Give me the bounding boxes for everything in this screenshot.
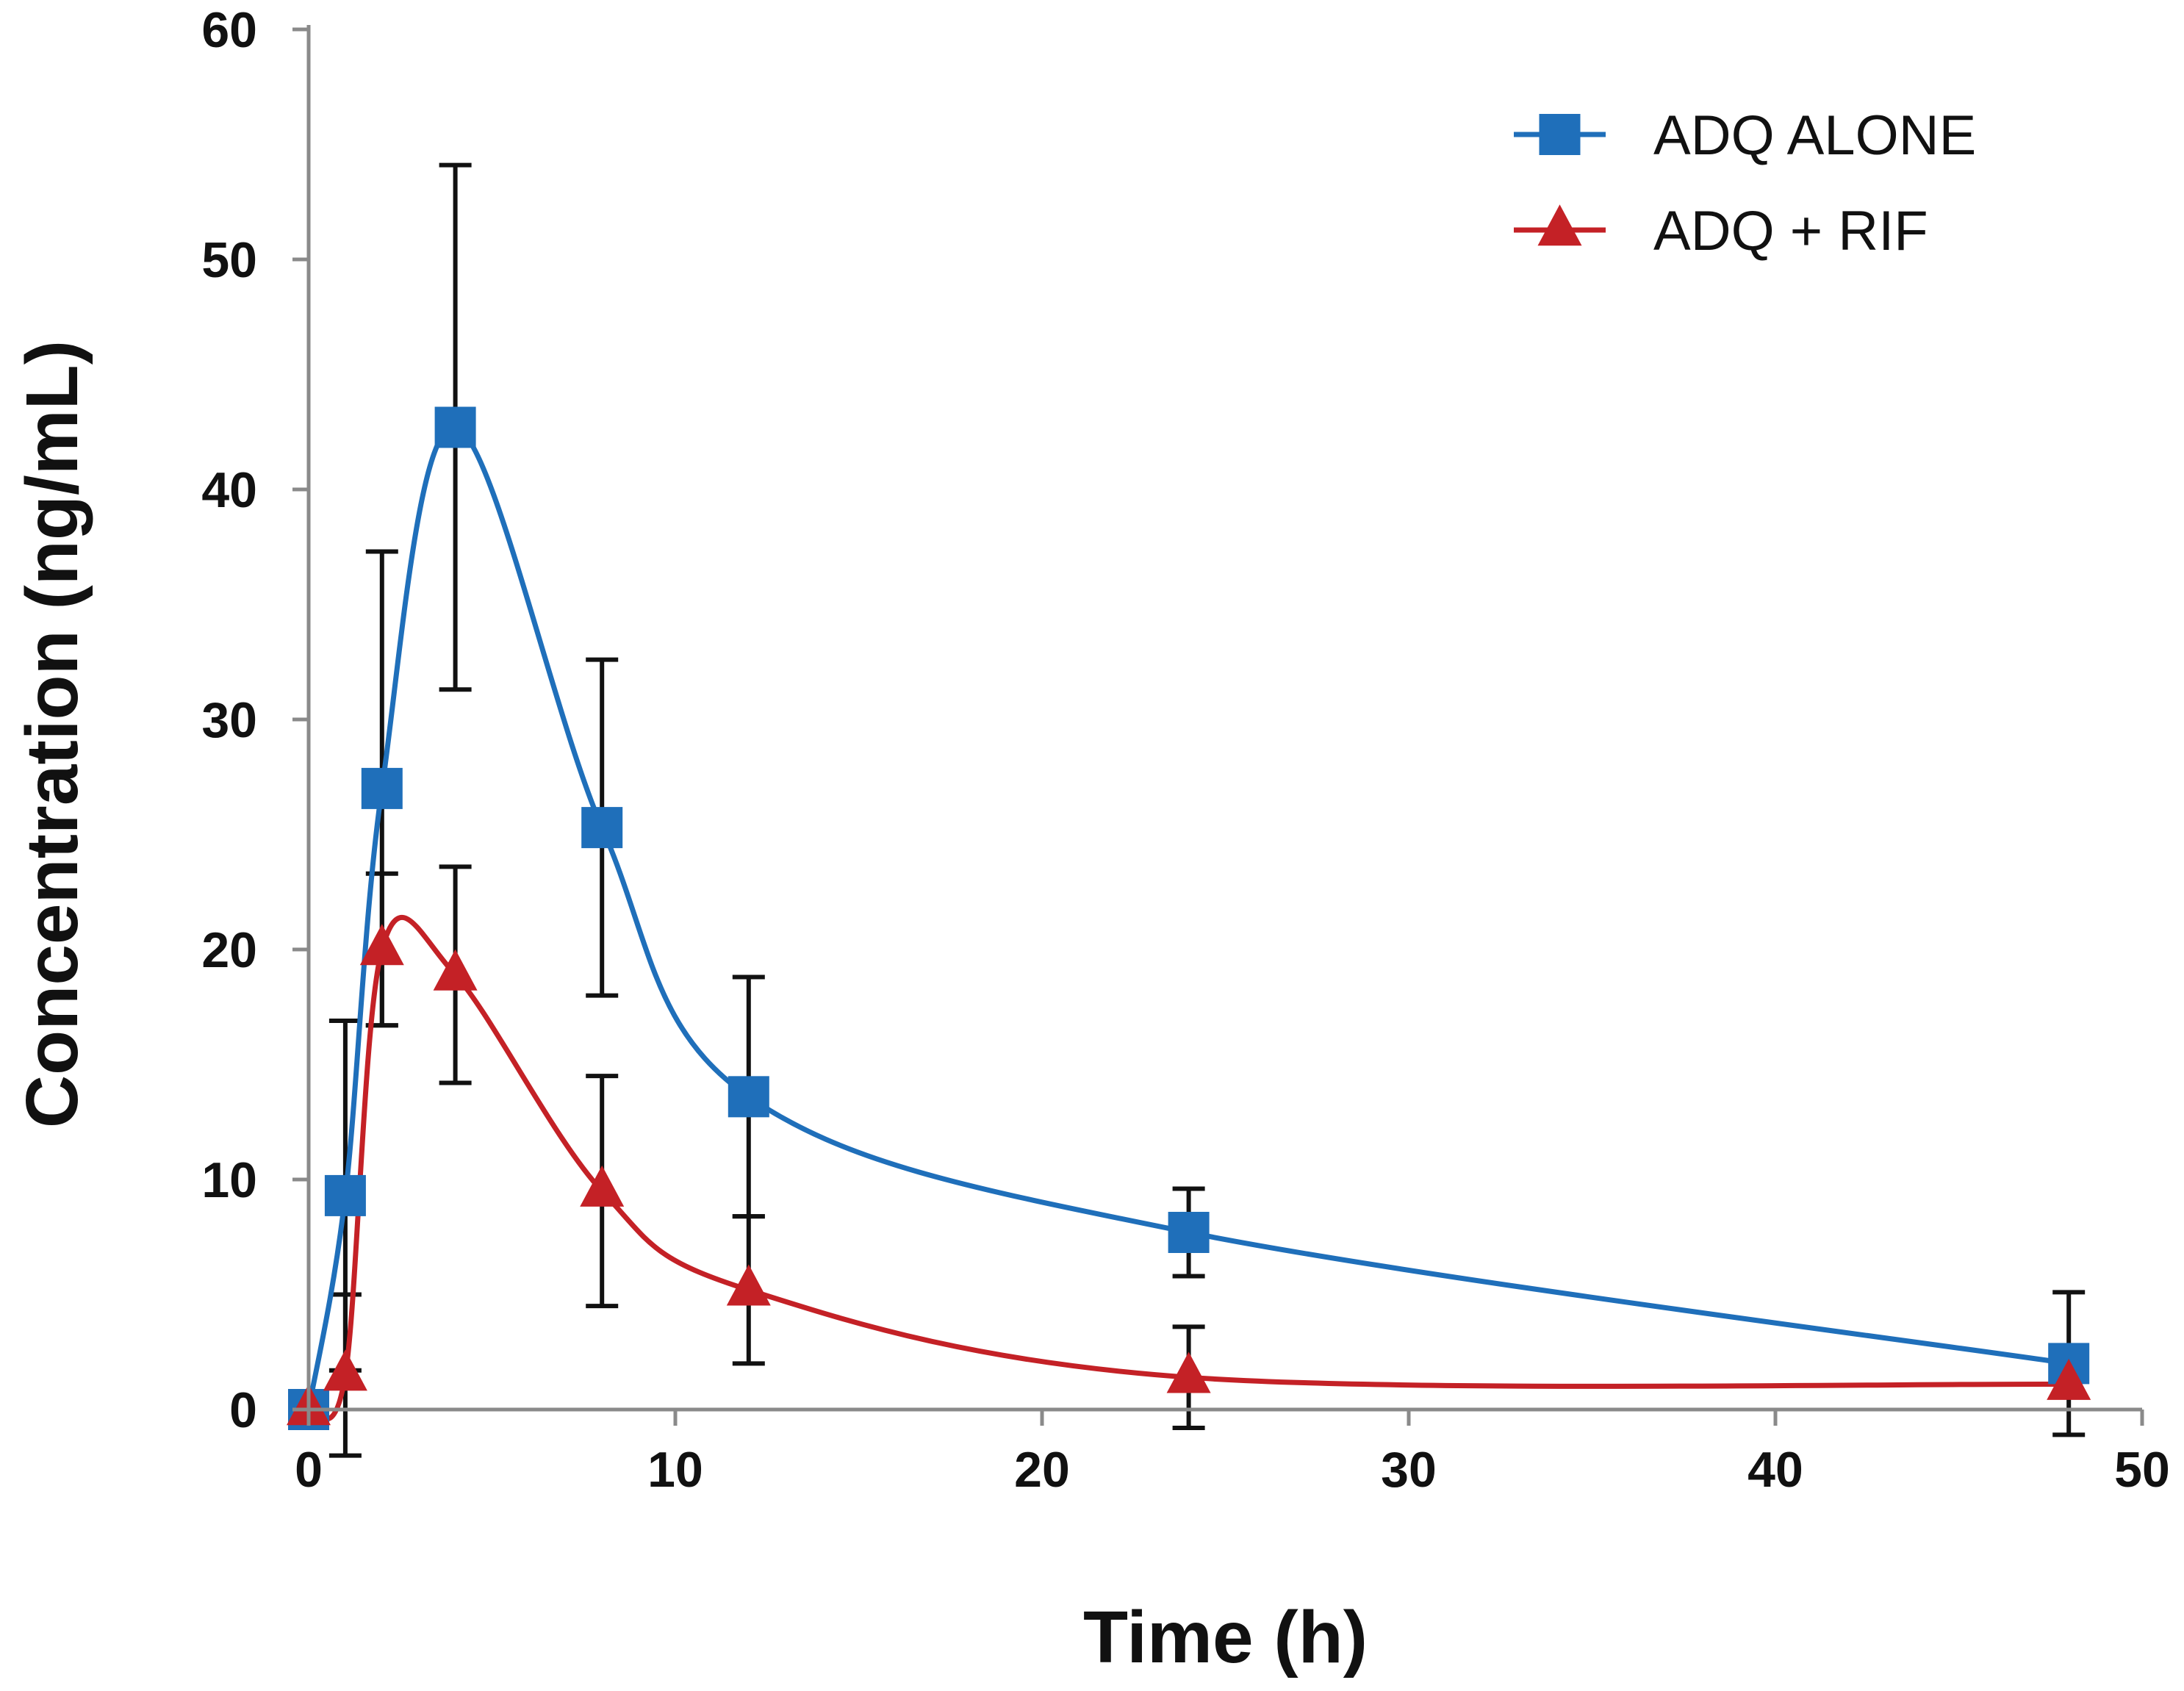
data-point-1 — [324, 1174, 366, 1216]
data-point-2 — [2047, 1358, 2091, 1400]
y-tick-label: 30 — [201, 692, 257, 748]
data-point-1 — [361, 767, 403, 809]
legend: ADQ ALONE ADQ + RIF — [1514, 104, 1976, 262]
x-tick-label: 0 — [295, 1442, 323, 1498]
axes-layer: 0 10 20 30 40 50 60 0 10 20 30 40 50 — [201, 2, 2169, 1498]
data-point-2 — [323, 1349, 367, 1391]
x-tick-label: 30 — [1381, 1442, 1437, 1498]
y-tick-label: 10 — [201, 1152, 257, 1208]
y-tick-label: 50 — [201, 232, 257, 288]
y-axis-title: Concentration (ng/mL) — [11, 340, 93, 1128]
y-tick-label: 0 — [229, 1382, 257, 1438]
x-tick-label: 20 — [1014, 1442, 1070, 1498]
legend-label-1: ADQ ALONE — [1653, 104, 1976, 167]
series-markers-layer — [287, 406, 2091, 1430]
data-point-2 — [580, 1165, 625, 1207]
x-tick-label: 50 — [2114, 1442, 2170, 1498]
x-tick-label: 10 — [647, 1442, 703, 1498]
data-point-1 — [581, 807, 623, 849]
data-point-2 — [433, 949, 478, 991]
legend-marker-1 — [1539, 114, 1581, 155]
data-point-1 — [728, 1076, 769, 1118]
data-point-2 — [1166, 1351, 1211, 1393]
y-tick-label: 40 — [201, 462, 257, 518]
legend-marker-2 — [1537, 204, 1582, 246]
x-axis-title: Time (h) — [1083, 1596, 1368, 1679]
series-line-1 — [306, 424, 2069, 1410]
data-point-1 — [1168, 1211, 1210, 1253]
legend-label-2: ADQ + RIF — [1653, 200, 1928, 262]
y-tick-label: 20 — [201, 922, 257, 978]
data-point-1 — [434, 406, 476, 448]
data-point-2 — [726, 1264, 771, 1306]
data-point-2 — [359, 924, 404, 966]
x-tick-label: 40 — [1747, 1442, 1803, 1498]
y-tick-label: 60 — [201, 2, 257, 58]
